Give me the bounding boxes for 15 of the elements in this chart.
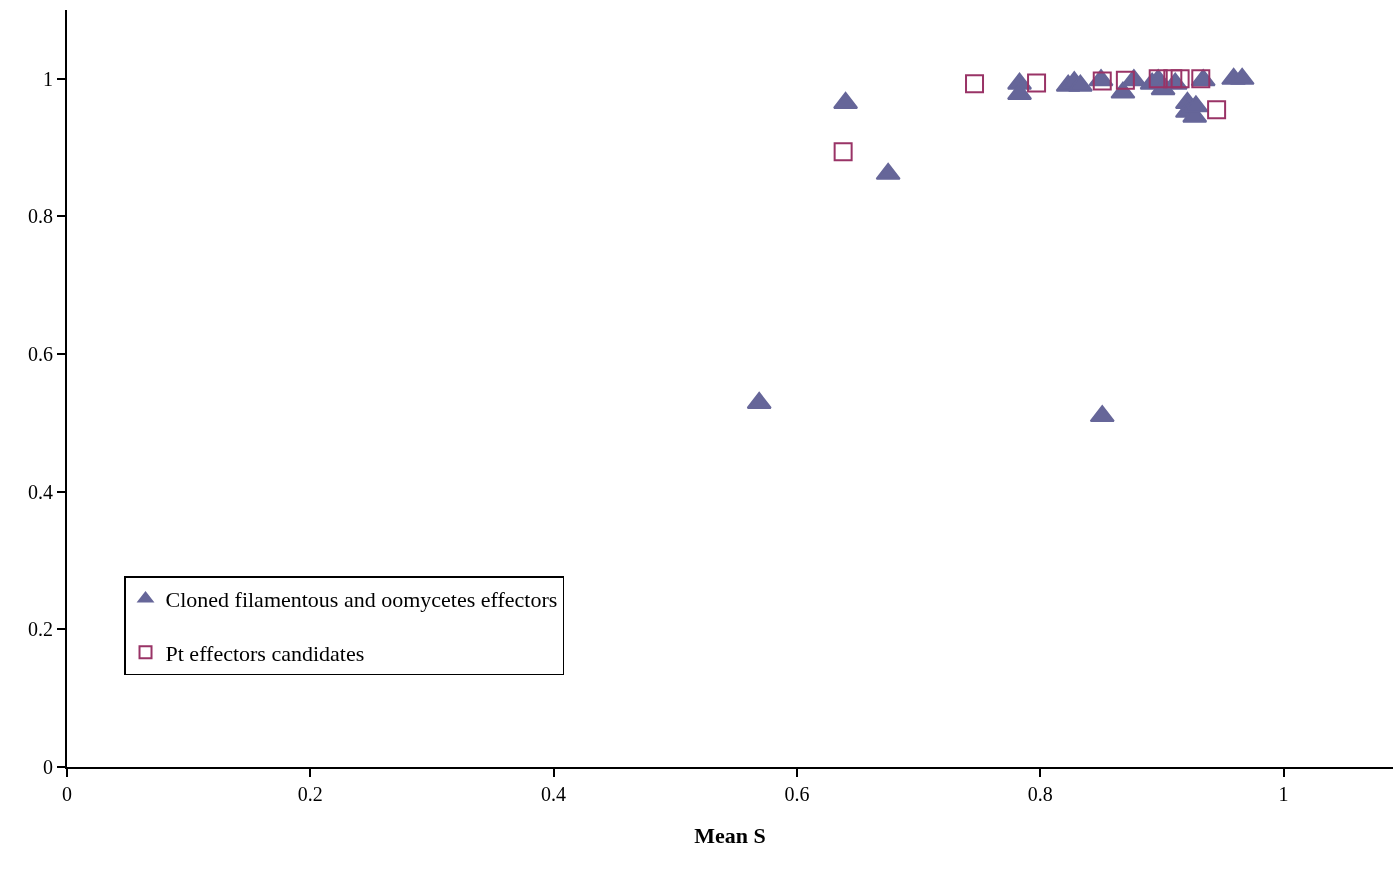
x-tick-label: 0.2 — [297, 783, 323, 805]
y-tick-label: 0.8 — [28, 205, 53, 228]
y-tick-label: 1 — [43, 67, 53, 90]
x-tick-label: 0 — [62, 783, 72, 805]
y-tick-label: 0 — [43, 756, 53, 778]
y-tick-label: 0.4 — [28, 480, 53, 503]
x-axis-title: Mean S — [694, 823, 766, 849]
x-tick-label: 0.8 — [1027, 783, 1053, 805]
y-tick-label: 0.2 — [28, 618, 53, 641]
x-tick-label: 1 — [1278, 783, 1289, 805]
x-tick-label: 0.4 — [541, 783, 567, 805]
y-tick-label: 0.6 — [28, 343, 53, 366]
legend-label: Pt effectors candidates — [165, 640, 365, 666]
legend-label: Cloned filamentous and oomycetes effectors — [165, 587, 558, 613]
x-tick-label: 0.6 — [784, 783, 810, 805]
